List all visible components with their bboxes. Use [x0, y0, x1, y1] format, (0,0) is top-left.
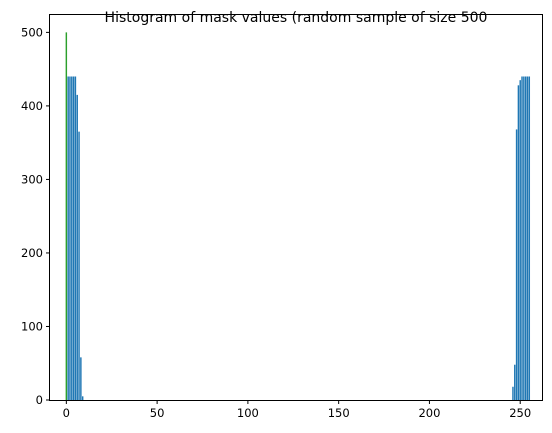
histogram-bar	[524, 76, 527, 400]
histogram-bar	[76, 94, 78, 400]
histogram-bar	[81, 396, 84, 400]
y-tick-label: 300	[21, 172, 43, 186]
histogram-bar	[80, 357, 82, 400]
histogram-bar	[528, 76, 531, 400]
x-tick-label: 50	[150, 406, 165, 420]
histogram-bar	[71, 76, 73, 400]
y-axis: 0 100 200 300 400 500	[21, 25, 50, 407]
y-tick-label: 500	[21, 25, 43, 39]
plot-area	[65, 32, 531, 401]
x-tick-label: 200	[418, 406, 440, 420]
bars	[65, 32, 531, 401]
histogram-bar	[526, 76, 529, 400]
histogram-bar	[74, 76, 77, 400]
y-tick-label: 100	[21, 319, 43, 333]
chart-title: Histogram of mask values (random sample …	[105, 10, 488, 26]
histogram-bar	[519, 80, 521, 401]
histogram-bar	[523, 76, 525, 400]
y-tick-label: 400	[21, 99, 43, 113]
x-tick-label: 150	[328, 406, 350, 420]
y-tick-label: 0	[36, 393, 43, 407]
histogram-bar	[515, 129, 518, 401]
histogram-bar	[514, 364, 516, 400]
x-tick-label: 250	[509, 406, 531, 420]
x-tick-label: 0	[63, 406, 70, 420]
axes-frame	[49, 14, 543, 401]
y-tick-label: 200	[21, 246, 43, 260]
x-axis: 0 50 100 150 200 250	[63, 400, 531, 420]
histogram-bar	[72, 76, 75, 400]
x-tick-label: 100	[237, 406, 259, 420]
histogram-bar	[512, 386, 514, 400]
histogram-bar	[65, 32, 68, 400]
histogram-bar	[67, 76, 69, 400]
histogram-bar	[521, 76, 523, 400]
histogram-bar	[517, 85, 520, 401]
histogram-bar	[69, 76, 71, 400]
histogram-bar	[78, 131, 80, 400]
